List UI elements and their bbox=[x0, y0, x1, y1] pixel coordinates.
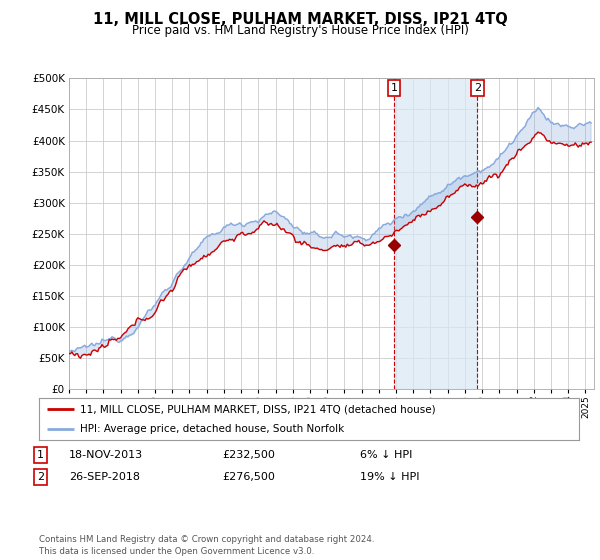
Text: 1: 1 bbox=[391, 83, 397, 93]
Text: 11, MILL CLOSE, PULHAM MARKET, DISS, IP21 4TQ: 11, MILL CLOSE, PULHAM MARKET, DISS, IP2… bbox=[92, 12, 508, 27]
Text: 26-SEP-2018: 26-SEP-2018 bbox=[69, 472, 140, 482]
Text: 2: 2 bbox=[474, 83, 481, 93]
Text: 11, MILL CLOSE, PULHAM MARKET, DISS, IP21 4TQ (detached house): 11, MILL CLOSE, PULHAM MARKET, DISS, IP2… bbox=[79, 404, 435, 414]
Text: 19% ↓ HPI: 19% ↓ HPI bbox=[360, 472, 419, 482]
Text: £276,500: £276,500 bbox=[222, 472, 275, 482]
Text: Contains HM Land Registry data © Crown copyright and database right 2024.
This d: Contains HM Land Registry data © Crown c… bbox=[39, 535, 374, 556]
Text: HPI: Average price, detached house, South Norfolk: HPI: Average price, detached house, Sout… bbox=[79, 424, 344, 434]
Text: 1: 1 bbox=[37, 450, 44, 460]
Text: 18-NOV-2013: 18-NOV-2013 bbox=[69, 450, 143, 460]
Bar bbox=[394, 78, 478, 389]
Text: £232,500: £232,500 bbox=[222, 450, 275, 460]
Text: Price paid vs. HM Land Registry's House Price Index (HPI): Price paid vs. HM Land Registry's House … bbox=[131, 24, 469, 37]
Text: 6% ↓ HPI: 6% ↓ HPI bbox=[360, 450, 412, 460]
Text: 2: 2 bbox=[37, 472, 44, 482]
